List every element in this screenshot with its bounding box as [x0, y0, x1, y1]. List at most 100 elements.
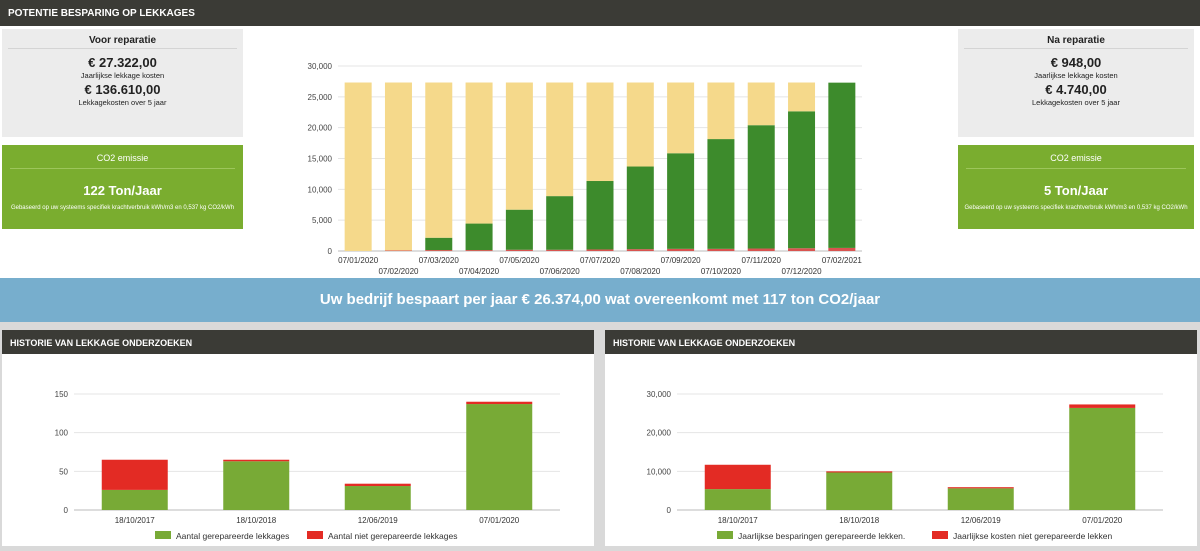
bar-segment	[505, 209, 533, 250]
y-tick-label: 15,000	[308, 155, 333, 164]
savings-chart: 0 5,000 10,000 15,000 20,000 25,000 30,000 07/0…	[308, 62, 863, 293]
bar-segment	[788, 111, 816, 249]
y-tick-label: 5,000	[312, 216, 333, 225]
bar-segment	[586, 82, 614, 182]
x-tick-label: 07/06/2020	[540, 267, 581, 276]
bar-segment	[747, 125, 775, 249]
leak-count-chart: 0 50 100 150 18/10/2017 18/10/2018 12/06/2019 0…	[55, 390, 560, 541]
bar-segment	[546, 196, 574, 250]
bar-segment	[826, 472, 893, 510]
y-tick-label: 50	[59, 467, 68, 476]
bar-segment	[707, 248, 735, 251]
bar-segment	[223, 459, 290, 462]
savings-banner: Uw bedrijf bespaart per jaar € 26.374,00…	[0, 278, 1200, 322]
legend-label: Jaarlijkse besparingen gerepareerde lekk…	[738, 531, 905, 541]
bar-segment	[828, 247, 856, 251]
x-tick-label: 07/08/2020	[620, 267, 661, 276]
bar-segment	[667, 82, 695, 154]
before-repair-card: Voor reparatie € 27.322,00 Jaarlijkse le…	[2, 29, 243, 137]
bar-segment	[626, 249, 654, 251]
history-right-title: HISTORIE VAN LEKKAGE ONDERZOEKEN	[613, 338, 796, 348]
y-tick-label: 0	[64, 506, 69, 515]
before-annual-label: Jaarlijkse lekkage kosten	[80, 71, 165, 80]
legend-swatch	[307, 531, 323, 539]
x-tick-label: 07/01/2020	[1082, 516, 1123, 525]
after-five-year-amount: € 4.740,00	[1045, 82, 1107, 97]
bar-segment	[828, 82, 856, 248]
before-co2-value: 122 Ton/Jaar	[83, 183, 162, 198]
bar-segment	[747, 248, 775, 251]
bar-segment	[707, 139, 735, 249]
bar-segment	[747, 82, 775, 126]
y-tick-label: 150	[55, 390, 69, 399]
bar-segment	[788, 82, 816, 112]
x-tick-label: 07/01/2020	[479, 516, 520, 525]
bar-segment	[546, 82, 574, 197]
bar-segment	[586, 181, 614, 250]
x-tick-label: 07/07/2020	[580, 256, 621, 265]
x-tick-label: 07/12/2020	[782, 267, 823, 276]
before-annual-amount: € 27.322,00	[88, 55, 157, 70]
bar-segment	[667, 153, 695, 249]
bar-segment	[704, 489, 771, 510]
bar-segment	[466, 404, 533, 510]
bar-segment	[101, 459, 168, 490]
y-tick-label: 100	[55, 429, 69, 438]
bar-segment	[586, 249, 614, 251]
x-tick-label: 07/04/2020	[459, 267, 500, 276]
bar-segment	[384, 250, 412, 251]
x-tick-label: 12/06/2019	[961, 516, 1002, 525]
after-repair-title: Na reparatie	[964, 29, 1188, 49]
savings-banner-text: Uw bedrijf bespaart per jaar € 26.374,00…	[319, 291, 881, 308]
bar-segment	[425, 82, 453, 238]
bar-segment	[707, 82, 735, 140]
bar-segment	[465, 250, 493, 251]
before-repair-title: Voor reparatie	[8, 29, 237, 49]
history-left-header: HISTORIE VAN LEKKAGE ONDERZOEKEN	[2, 330, 594, 354]
bar-segment	[505, 82, 533, 210]
bar-segment	[425, 250, 453, 251]
legend-label: Aantal gerepareerde lekkages	[176, 531, 289, 541]
y-tick-label: 10,000	[647, 467, 672, 476]
x-tick-label: 07/05/2020	[499, 256, 540, 265]
bar-segment	[626, 166, 654, 250]
after-co2-card: CO2 emissie 5 Ton/Jaar Gebaseerd op uw s…	[958, 145, 1194, 229]
bar-segment	[546, 249, 574, 251]
bar-segment	[344, 82, 372, 251]
legend-swatch	[932, 531, 948, 539]
y-tick-label: 25,000	[308, 93, 333, 102]
before-five-year-amount: € 136.610,00	[84, 82, 161, 97]
after-co2-note: Gebaseerd op uw systeems specifiek krach…	[964, 205, 1188, 211]
page-title: POTENTIE BESPARING OP LEKKAGES	[8, 8, 195, 19]
bar-segment	[505, 249, 533, 251]
bar-segment	[223, 461, 290, 510]
bar-segment	[947, 488, 1014, 510]
bar-segment	[667, 248, 695, 251]
history-right-panel: 0 10,000 20,000 30,000 18/10/2017 18/10/2018 1…	[605, 354, 1197, 546]
history-right-header: HISTORIE VAN LEKKAGE ONDERZOEKEN	[605, 330, 1197, 354]
before-five-year-label: Lekkagekosten over 5 jaar	[78, 98, 167, 107]
bar-segment	[425, 237, 453, 251]
legend-label: Aantal niet gerepareerde lekkages	[328, 531, 457, 541]
x-tick-label: 18/10/2017	[115, 516, 156, 525]
bar-segment	[101, 489, 168, 510]
after-annual-label: Jaarlijkse lekkage kosten	[1034, 71, 1118, 80]
bar-segment	[344, 486, 411, 510]
history-left-title: HISTORIE VAN LEKKAGE ONDERZOEKEN	[10, 338, 193, 348]
y-tick-label: 30,000	[647, 390, 672, 399]
before-co2-note: Gebaseerd op uw systeems specifiek krach…	[10, 205, 235, 211]
x-tick-label: 18/10/2018	[236, 516, 277, 525]
bar-segment	[826, 471, 893, 473]
leak-cost-chart: 0 10,000 20,000 30,000 18/10/2017 18/10/2018 1…	[647, 390, 1163, 541]
after-co2-value: 5 Ton/Jaar	[1043, 183, 1109, 198]
legend-swatch	[717, 531, 733, 539]
bar-segment	[384, 82, 412, 251]
x-tick-label: 07/09/2020	[661, 256, 702, 265]
x-tick-label: 07/02/2021	[822, 256, 863, 265]
x-tick-label: 07/03/2020	[419, 256, 460, 265]
x-tick-label: 18/10/2017	[718, 516, 759, 525]
x-tick-label: 07/02/2020	[378, 267, 419, 276]
x-tick-label: 12/06/2019	[358, 516, 399, 525]
bar-segment	[344, 483, 411, 487]
x-tick-label: 07/11/2020	[742, 256, 782, 265]
